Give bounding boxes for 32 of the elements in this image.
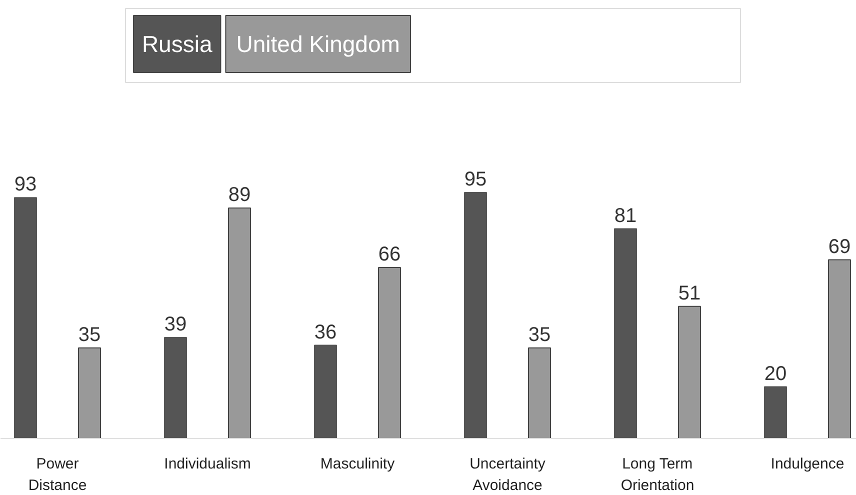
data-label: 89	[228, 184, 251, 206]
bar	[614, 228, 637, 439]
data-label: 69	[828, 236, 851, 258]
text: Russia	[142, 31, 212, 57]
data-label: 81	[614, 204, 637, 227]
x-tick-label: Individualism	[164, 456, 251, 472]
data-label: 93	[14, 174, 37, 196]
bar	[764, 386, 787, 439]
x-tick-label: Long Term Orientation	[620, 456, 694, 494]
x-tick-label: Masculinity	[320, 456, 396, 472]
bar	[828, 259, 851, 439]
data-label: 35	[528, 324, 551, 346]
bar	[14, 197, 37, 439]
data-label: 51	[678, 282, 701, 305]
x-tick-label: Power Distance	[28, 456, 87, 494]
bar	[678, 306, 701, 439]
data-label: 95	[464, 168, 487, 191]
bar	[378, 267, 401, 439]
data-label: 35	[78, 324, 101, 346]
x-tick-label: Indulgence	[770, 456, 844, 472]
text: United Kingdom	[236, 31, 400, 57]
data-label: 39	[164, 314, 187, 336]
bar	[314, 344, 337, 439]
data-label: 20	[764, 362, 787, 385]
bar	[228, 207, 251, 439]
bar	[464, 192, 487, 439]
x-tick-label: Uncertainty Avoidance	[470, 456, 546, 494]
bar	[164, 336, 187, 439]
bar	[528, 347, 551, 439]
data-label: 66	[378, 244, 401, 266]
data-label: 36	[314, 321, 337, 344]
bar	[78, 347, 101, 439]
